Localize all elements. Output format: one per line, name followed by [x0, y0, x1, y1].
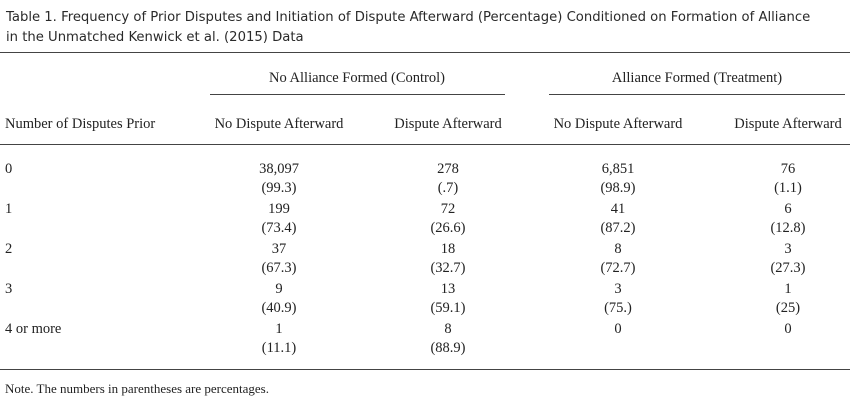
cell-count: 1 — [275, 321, 283, 337]
top-rule — [0, 52, 850, 53]
cell-count: 37 — [271, 241, 287, 257]
column-header: No Dispute Afterward — [214, 116, 344, 132]
group-underline-treatment — [549, 94, 845, 95]
cell-count: 18 — [440, 241, 456, 257]
cell-count: 278 — [437, 161, 459, 177]
column-header: No Dispute Afterward — [553, 116, 683, 132]
cell-percentage: (59.1) — [430, 300, 466, 316]
cell-count: 6,851 — [601, 161, 635, 177]
cell-percentage: (25) — [775, 300, 801, 316]
cell-count: 0 — [614, 321, 622, 337]
cell-percentage: (72.7) — [600, 260, 636, 276]
group-header-control: No Alliance Formed (Control) — [269, 70, 445, 86]
cell-count: 8 — [614, 241, 622, 257]
group-underline-control — [210, 94, 505, 95]
cell-percentage: (27.3) — [770, 260, 806, 276]
table-caption: Table 1. Frequency of Prior Disputes and… — [6, 8, 844, 48]
cell-count: 0 — [784, 321, 792, 337]
cell-percentage: (32.7) — [430, 260, 466, 276]
row-label: 3 — [5, 281, 13, 297]
cell-count: 3 — [614, 281, 622, 297]
cell-percentage: (26.6) — [430, 220, 466, 236]
cell-count: 199 — [268, 201, 290, 217]
cell-percentage: (88.9) — [430, 340, 466, 356]
cell-percentage: (73.4) — [261, 220, 297, 236]
table-note: Note. The numbers in parentheses are per… — [5, 381, 269, 396]
column-header: Dispute Afterward — [734, 116, 842, 132]
cell-percentage: (40.9) — [261, 300, 297, 316]
cell-count: 72 — [440, 201, 456, 217]
cell-count: 13 — [440, 281, 456, 297]
cell-percentage: (11.1) — [261, 340, 297, 356]
row-label: 0 — [5, 161, 13, 177]
cell-percentage: (87.2) — [600, 220, 636, 236]
row-label: 2 — [5, 241, 13, 257]
cell-percentage: (.7) — [437, 180, 459, 196]
caption-line-2: in the Unmatched Kenwick et al. (2015) D… — [6, 30, 304, 45]
caption-line-1: Table 1. Frequency of Prior Disputes and… — [6, 10, 811, 25]
cell-percentage: (99.3) — [261, 180, 297, 196]
cell-percentage: (12.8) — [770, 220, 806, 236]
cell-count: 8 — [444, 321, 452, 337]
header-rule — [0, 144, 850, 145]
column-header: Dispute Afterward — [394, 116, 502, 132]
cell-count: 1 — [784, 281, 792, 297]
row-label: 4 or more — [5, 321, 62, 337]
row-label: 1 — [5, 201, 13, 217]
row-header: Number of Disputes Prior — [5, 116, 156, 132]
cell-count: 38,097 — [259, 161, 299, 177]
cell-count: 3 — [784, 241, 792, 257]
cell-count: 41 — [610, 201, 626, 217]
cell-count: 76 — [780, 161, 796, 177]
cell-count: 9 — [275, 281, 283, 297]
cell-count: 6 — [784, 201, 792, 217]
group-header-treatment: Alliance Formed (Treatment) — [611, 70, 783, 86]
cell-percentage: (98.9) — [600, 180, 636, 196]
cell-percentage: (67.3) — [261, 260, 297, 276]
cell-percentage: (75.) — [604, 300, 632, 316]
cell-percentage: (1.1) — [774, 180, 802, 196]
bottom-rule — [0, 369, 850, 370]
